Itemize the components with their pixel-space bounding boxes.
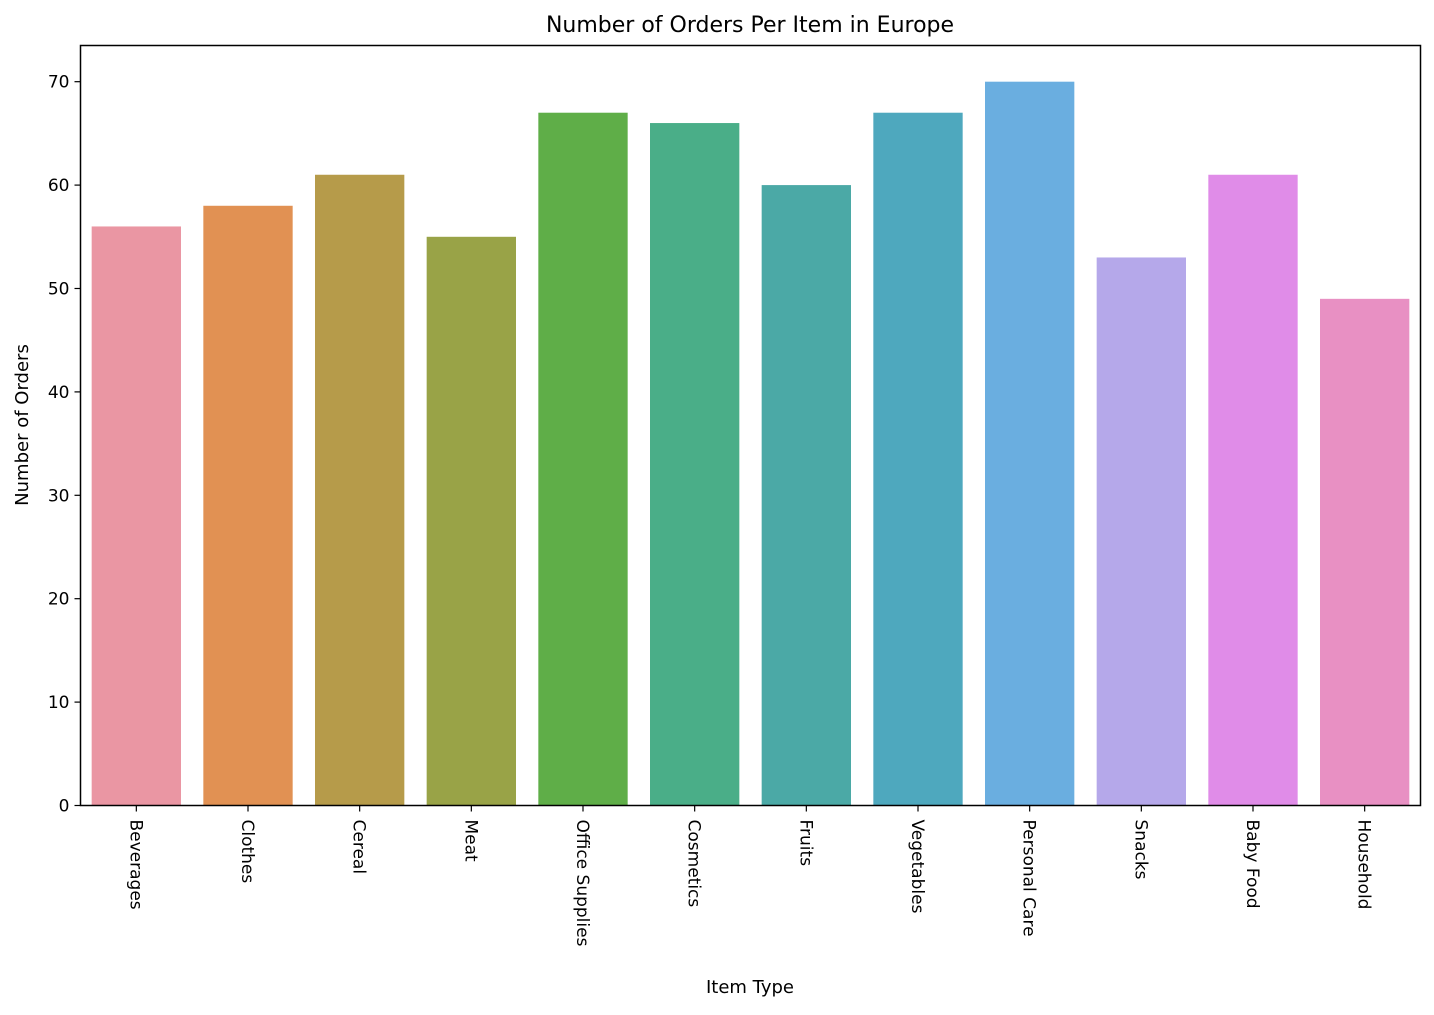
x-tick-label: Vegetables xyxy=(907,820,927,914)
x-tick-label: Personal Care xyxy=(1019,820,1039,937)
x-tick-label: Office Supplies xyxy=(572,820,592,947)
bar-clothes xyxy=(203,205,293,806)
bar-vegetables xyxy=(873,112,963,806)
y-tick-label: 70 xyxy=(48,73,70,93)
y-axis-label: Number of Orders xyxy=(12,344,33,506)
x-tick-label: Fruits xyxy=(795,820,815,867)
bar-meat xyxy=(426,236,516,806)
x-axis-label: Item Type xyxy=(706,977,794,998)
x-tick-label: Cosmetics xyxy=(684,820,704,908)
y-tick-label: 50 xyxy=(48,279,70,299)
x-tick-label: Baby Food xyxy=(1242,820,1262,909)
y-tick-label: 40 xyxy=(48,383,70,403)
x-tick-label: Household xyxy=(1354,820,1374,910)
bar-office-supplies xyxy=(538,112,628,806)
bar-fruits xyxy=(761,185,851,806)
bar-snacks xyxy=(1096,257,1186,806)
y-tick-label: 10 xyxy=(48,693,70,713)
y-tick-label: 60 xyxy=(48,176,70,196)
x-tick-label: Cereal xyxy=(349,820,369,875)
bar-baby-food xyxy=(1208,174,1298,806)
bar-cereal xyxy=(315,174,405,806)
y-tick-label: 0 xyxy=(59,797,70,817)
y-axis: 0 10 20 30 40 50 60 70 xyxy=(48,73,81,817)
chart-title: Number of Orders Per Item in Europe xyxy=(546,13,954,38)
x-tick-label: Clothes xyxy=(237,820,257,884)
plot-frame xyxy=(79,44,1422,807)
x-tick-label: Snacks xyxy=(1130,820,1150,880)
bar-beverages xyxy=(91,226,181,806)
y-tick-label: 20 xyxy=(48,590,70,610)
bar-personal-care xyxy=(985,81,1075,806)
x-axis: Beverages Clothes Cereal Meat Office Supplie… xyxy=(125,805,1374,947)
bar-cosmetics xyxy=(650,123,740,806)
bars-layer xyxy=(91,81,1410,806)
bar-household xyxy=(1320,298,1410,806)
y-tick-label: 30 xyxy=(48,486,70,506)
x-tick-label: Beverages xyxy=(125,820,145,910)
x-tick-label: Meat xyxy=(460,820,480,863)
